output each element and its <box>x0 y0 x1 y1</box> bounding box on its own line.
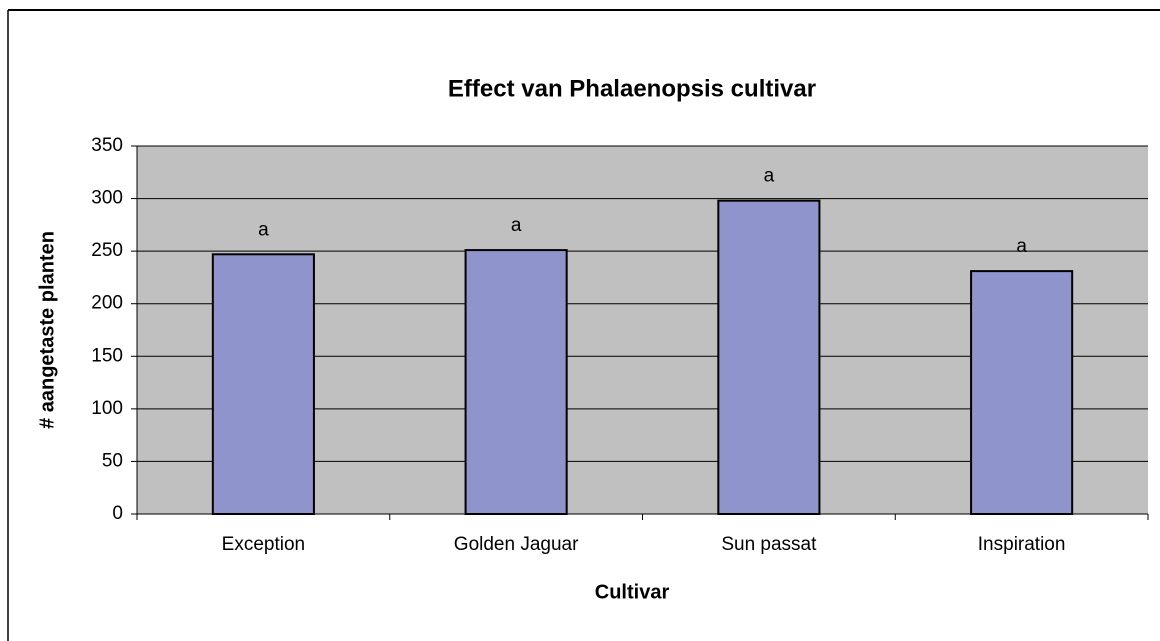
y-tick-label: 300 <box>91 188 123 209</box>
y-tick-label: 50 <box>102 450 123 471</box>
x-tick-label: Sun passat <box>721 534 817 555</box>
bar <box>464 249 568 515</box>
y-tick-label: 0 <box>112 503 123 524</box>
bar <box>970 270 1074 515</box>
bar <box>211 253 315 515</box>
x-tick-label: Golden Jaguar <box>454 534 579 555</box>
y-tick-label: 150 <box>91 345 123 366</box>
y-tick-label: 200 <box>91 293 123 314</box>
annotation: a <box>764 166 775 187</box>
bar <box>717 199 821 515</box>
x-tick-label: Inspiration <box>978 534 1066 555</box>
chart-title: Effect van Phalaenopsis cultivar <box>448 75 816 102</box>
x-axis-label: Cultivar <box>595 581 670 603</box>
annotation: a <box>1016 236 1027 257</box>
annotation: a <box>511 215 522 236</box>
annotation: a <box>258 219 269 240</box>
y-tick-label: 250 <box>91 240 123 261</box>
x-tick-label: Exception <box>222 534 305 555</box>
y-axis-label: # aangetaste planten <box>36 231 58 429</box>
y-tick-label: 350 <box>91 135 123 156</box>
y-tick-label: 100 <box>91 398 123 419</box>
